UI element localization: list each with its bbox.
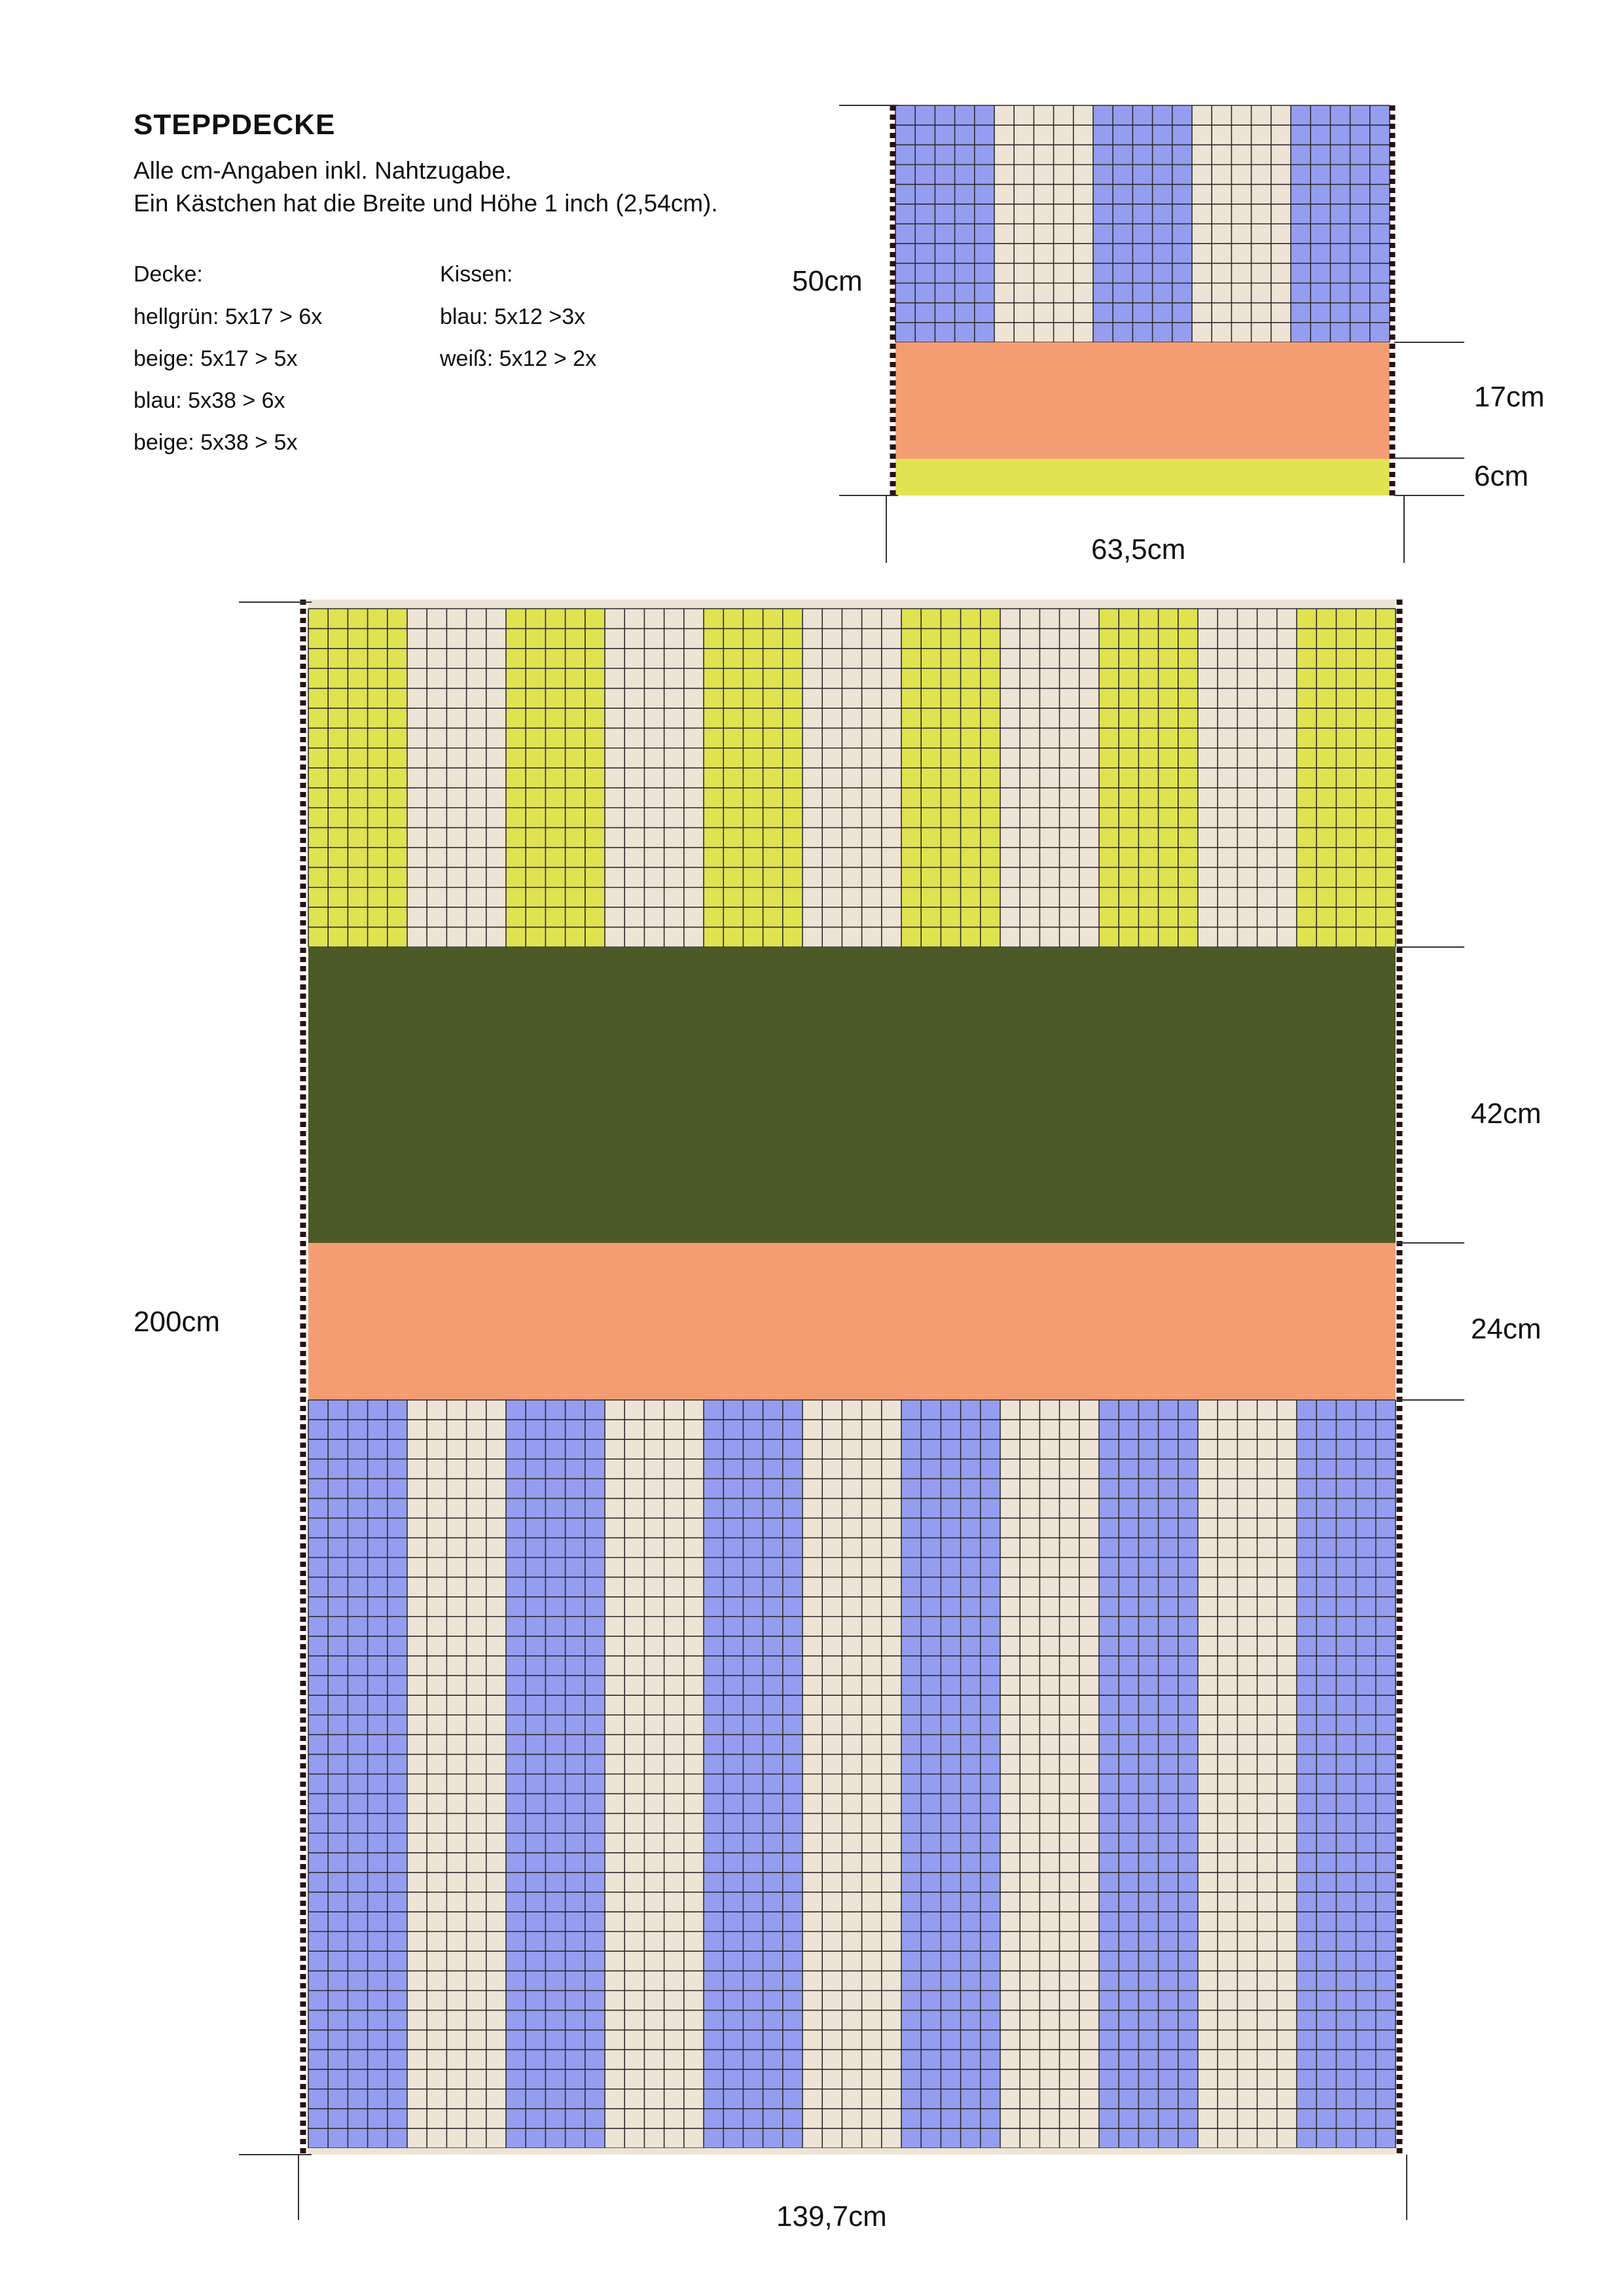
quilt-top-stripe — [605, 609, 704, 947]
quilt-top-stripe — [704, 609, 803, 947]
quilt-top-stripe — [1000, 609, 1099, 947]
quilt-green-band-label: 42cm — [1471, 1098, 1542, 1130]
decke-heading: Decke: — [134, 262, 203, 287]
pillow-panel — [890, 105, 1396, 495]
decke-item: blau: 5x38 > 6x — [134, 388, 285, 413]
decke-item: hellgrün: 5x17 > 6x — [134, 304, 323, 329]
quilt-top-stripe — [901, 609, 1000, 947]
pillow-width-label: 63,5cm — [1091, 533, 1186, 565]
pillow-grid — [895, 105, 1390, 343]
quilt-top-stripe — [407, 609, 506, 947]
quilt-apricot-band-label: 24cm — [1471, 1313, 1542, 1345]
quilt-height-label: 200cm — [134, 1306, 221, 1338]
quilt-top-stripe — [1198, 609, 1297, 947]
pillow-apricot-band-label: 17cm — [1474, 381, 1545, 413]
pillow-yellow-band — [895, 459, 1390, 495]
quilt-width-label: 139,7cm — [776, 2200, 887, 2233]
pillow-yellow-band-label: 6cm — [1474, 460, 1529, 492]
kissen-item: weiß: 5x12 > 2x — [440, 346, 597, 371]
quilt-top-stripe — [308, 609, 407, 947]
pillow-height-label: 50cm — [792, 265, 863, 297]
quilt-top-stripe — [1297, 609, 1396, 947]
decke-item: beige: 5x17 > 5x — [134, 346, 298, 371]
kissen-item: blau: 5x12 >3x — [440, 304, 586, 329]
page-title: STEPPDECKE — [134, 109, 336, 141]
quilt-top-grid — [308, 608, 1396, 948]
quilt-top-stripe — [506, 609, 605, 947]
quilt-panel — [300, 600, 1403, 2155]
quilt-top-stripe — [1099, 609, 1198, 947]
quilt-bottom-binding — [308, 2148, 1396, 2155]
quilt-apricot-band — [308, 1243, 1396, 1400]
quilt-green-band — [308, 947, 1396, 1243]
quilt-top-binding — [308, 600, 1396, 609]
decke-item: beige: 5x38 > 5x — [134, 430, 298, 455]
pillow-apricot-band — [895, 342, 1390, 459]
quilt-bottom-grid — [308, 1399, 1396, 2149]
kissen-heading: Kissen: — [440, 262, 513, 287]
note-seam-allowance: Alle cm-Angaben inkl. Nahtzugabe. — [134, 157, 512, 184]
note-square-size: Ein Kästchen hat die Breite und Höhe 1 i… — [134, 190, 718, 217]
quilt-top-stripe — [803, 609, 901, 947]
dimension-guides — [239, 105, 1464, 2220]
